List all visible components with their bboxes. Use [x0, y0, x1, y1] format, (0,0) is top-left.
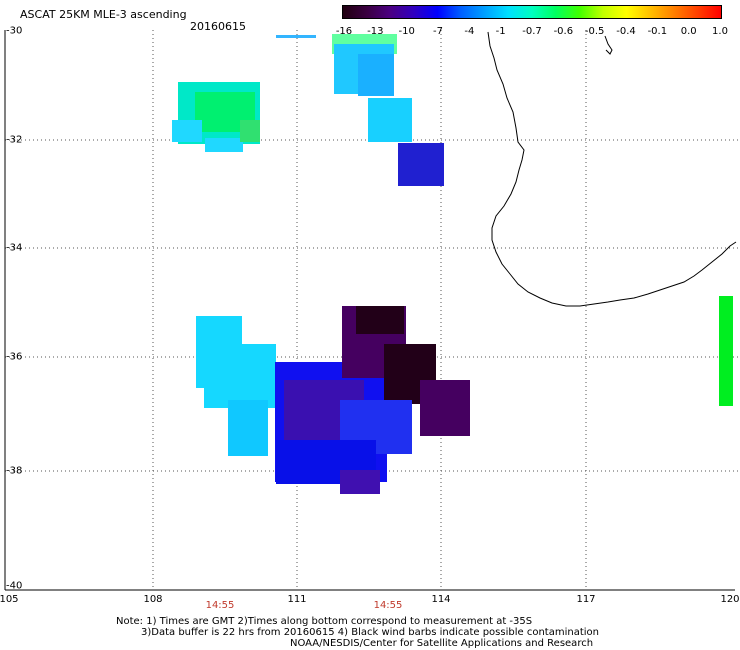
lon-label: 111: [287, 594, 307, 605]
lat-label: -36: [6, 351, 23, 363]
patch-center-purple: [420, 380, 470, 436]
patch-sw-cyan2: [228, 400, 268, 456]
lat-label: -38: [6, 465, 23, 477]
island: [604, 35, 613, 55]
lon-label: 108: [143, 594, 163, 605]
colorbar-label: -0.6: [553, 26, 574, 37]
lat-label: -34: [6, 242, 23, 254]
colorbar-label: -0.1: [647, 26, 668, 37]
colorbar-label: -1: [495, 26, 506, 37]
patch-n-mid: [358, 54, 394, 96]
colorbar-label: -0.5: [584, 26, 605, 37]
time-label: 14:55: [373, 600, 403, 611]
patch-nw-green: [240, 120, 260, 142]
colorbar-label: -13: [367, 26, 384, 37]
patch-n-low: [368, 98, 412, 142]
colorbar-label: -0.7: [522, 26, 542, 37]
graticule: [5, 30, 740, 590]
colorbar-label: -7: [433, 26, 443, 37]
lat-label: -30: [6, 25, 23, 37]
time-label: 14:55: [205, 600, 235, 611]
lon-label: 120: [720, 594, 740, 605]
patch-east-strip: [719, 296, 733, 406]
lon-label: 105: [0, 594, 19, 605]
colorbar-label: -0.4: [616, 26, 636, 37]
colorbar-label: -10: [398, 26, 415, 37]
note-line-1: Note: 1) Times are GMT 2)Times along bot…: [116, 616, 533, 627]
patch-sw-cyan: [204, 344, 276, 408]
patch-group-n: [332, 34, 444, 186]
patch-nw-cyan: [172, 120, 202, 142]
colorbar-label: 0.0: [680, 26, 697, 37]
patch-nw-cyan: [205, 138, 243, 152]
patch-center-indigo: [340, 470, 380, 494]
coastline: [487, 31, 737, 307]
colorbar-label: -16: [335, 26, 353, 37]
patch-center-dark: [356, 306, 404, 334]
patch-group-center: [275, 306, 470, 494]
lon-label: 114: [431, 594, 451, 605]
lat-label: -40: [6, 580, 23, 592]
lat-label: -32: [6, 134, 23, 146]
patch-group-nw: [172, 82, 260, 152]
colorbar: [342, 5, 722, 19]
lon-label: 117: [576, 594, 596, 605]
map-title: ASCAT 25KM MLE-3 ascending: [20, 8, 187, 21]
note-line-3: NOAA/NESDIS/Center for Satellite Applica…: [290, 638, 594, 649]
patch-ne-dark: [398, 143, 444, 186]
colorbar-label: -4: [464, 26, 475, 37]
legend-sample-line: [276, 35, 316, 38]
patch-group-sw: [196, 316, 276, 456]
map-date: 20160615: [190, 20, 246, 33]
colorbar-label: 1.0: [712, 26, 728, 37]
note-line-2: 3)Data buffer is 22 hrs from 20160615 4)…: [141, 627, 599, 638]
